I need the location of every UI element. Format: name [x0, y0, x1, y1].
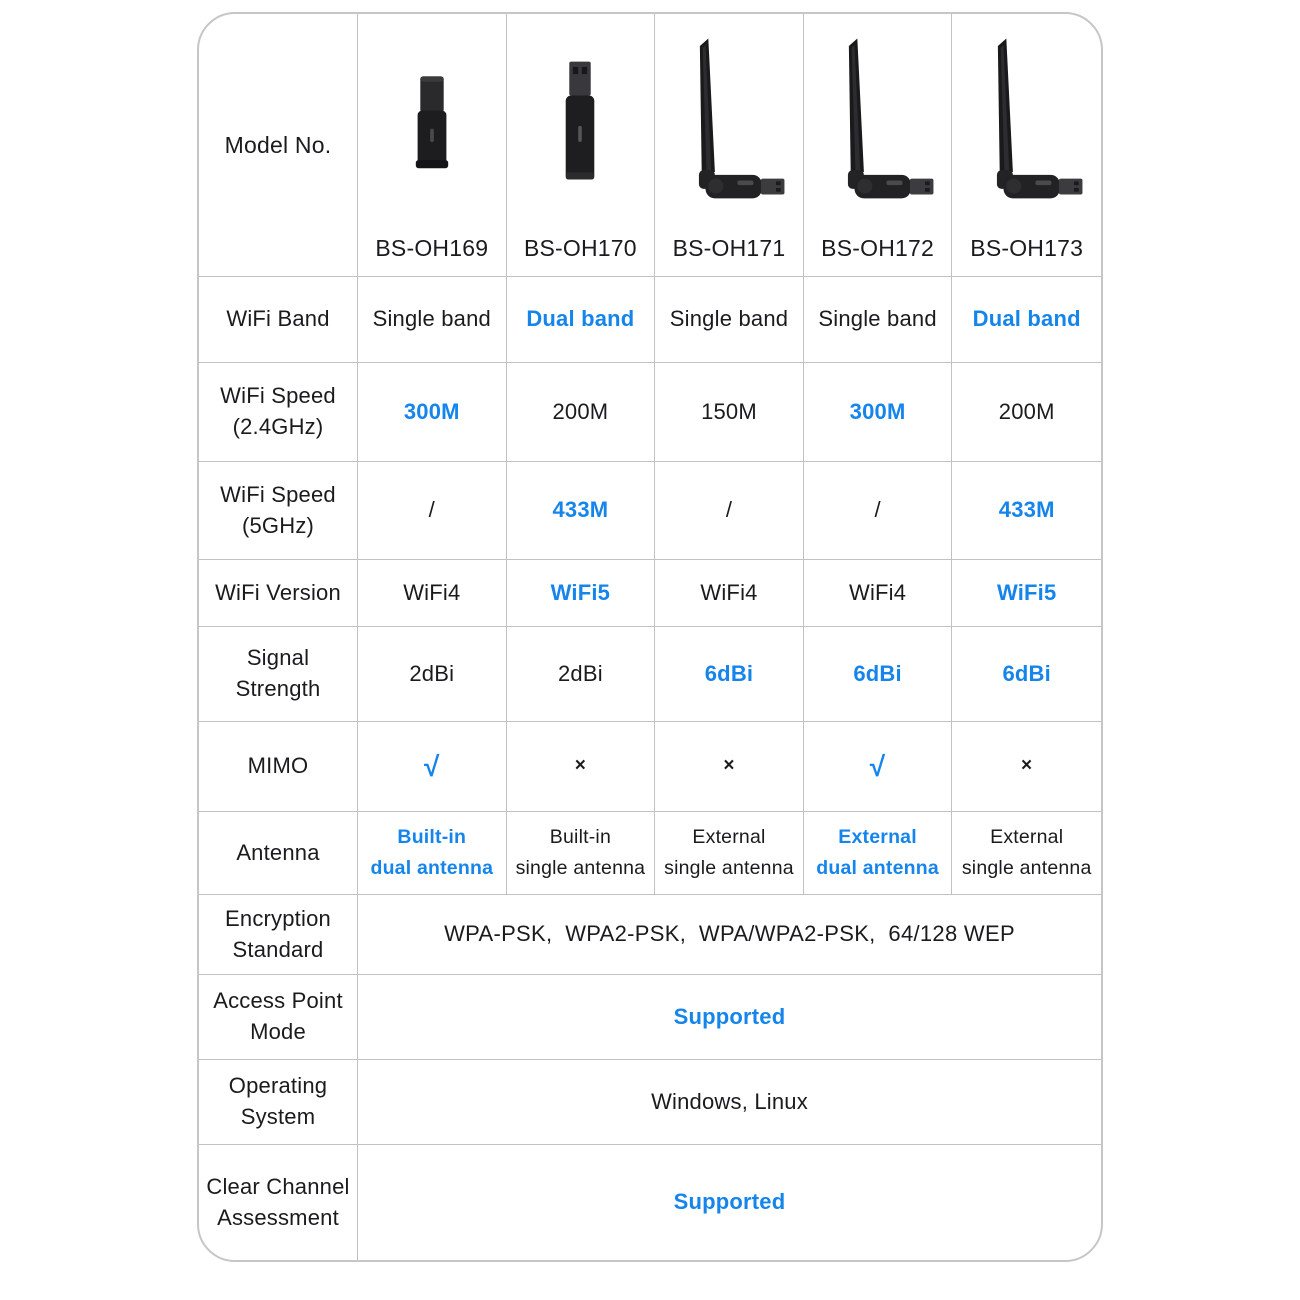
- model-name: BS-OH171: [672, 235, 786, 261]
- antenna-bs-oh170: Built-in single antenna: [506, 812, 656, 895]
- model-cell-bs-oh169: BS-OH169: [358, 14, 507, 277]
- speed24-bs-oh172: 300M: [803, 363, 953, 462]
- row-label-operating-system: Operating System: [199, 1060, 358, 1145]
- version-bs-oh170: WiFi5: [506, 560, 656, 627]
- operating-system-value: Windows, Linux: [358, 1060, 1101, 1145]
- model-name: BS-OH169: [375, 235, 489, 261]
- row-label-signal-strength: Signal Strength: [199, 627, 358, 722]
- product-image-antenna-adapter: [655, 14, 803, 235]
- wifi-band-bs-oh173: Dual band: [952, 277, 1101, 363]
- x-mark: ×: [1021, 755, 1033, 777]
- version-bs-oh169: WiFi4: [358, 560, 507, 627]
- mimo-bs-oh172: √: [803, 722, 953, 812]
- version-bs-oh171: WiFi4: [655, 560, 804, 627]
- wifi-band-bs-oh172: Single band: [803, 277, 953, 363]
- speed24-bs-oh173: 200M: [952, 363, 1101, 462]
- model-cell-bs-oh172: BS-OH172: [803, 14, 953, 277]
- signal-bs-oh172: 6dBi: [803, 627, 953, 722]
- encryption-standard-value: WPA-PSK, WPA2-PSK, WPA/WPA2-PSK, 64/128 …: [358, 895, 1101, 975]
- speed5-bs-oh170: 433M: [506, 462, 656, 560]
- check-mark: √: [424, 750, 440, 782]
- row-label-wifi-speed-5ghz: WiFi Speed (5GHz): [199, 462, 358, 560]
- signal-bs-oh171: 6dBi: [655, 627, 804, 722]
- row-label-wifi-band: WiFi Band: [199, 277, 358, 363]
- speed5-bs-oh172: /: [803, 462, 953, 560]
- access-point-mode-value: Supported: [358, 975, 1101, 1060]
- model-name: BS-OH173: [970, 235, 1084, 261]
- antenna-bs-oh172: External dual antenna: [803, 812, 953, 895]
- x-mark: ×: [574, 755, 587, 777]
- row-label-model-no: Model No.: [199, 14, 358, 277]
- usb-dongle-graphic: [566, 61, 595, 179]
- signal-bs-oh170: 2dBi: [506, 627, 656, 722]
- version-bs-oh172: WiFi4: [803, 560, 953, 627]
- row-label-mimo: MIMO: [199, 722, 358, 812]
- row-label-clear-channel-assessment: Clear Channel Assessment: [199, 1145, 358, 1260]
- antenna-bs-oh173: External single antenna: [952, 812, 1101, 895]
- x-mark: ×: [723, 755, 735, 777]
- clear-channel-assessment-value: Supported: [673, 1189, 786, 1215]
- speed5-bs-oh173: 433M: [952, 462, 1101, 560]
- speed24-bs-oh169: 300M: [358, 363, 507, 462]
- row-label-wifi-speed-24ghz: WiFi Speed (2.4GHz): [199, 363, 358, 462]
- product-image-antenna-adapter: [804, 14, 952, 235]
- row-label-access-point-mode: Access Point Mode: [199, 975, 358, 1060]
- speed5-bs-oh169: /: [358, 462, 507, 560]
- antenna-adapter-graphic: [698, 38, 785, 198]
- signal-bs-oh173: 6dBi: [952, 627, 1101, 722]
- wifi-adapter-spec-table: Model No. BS-OH169: [197, 12, 1103, 1262]
- model-cell-bs-oh171: BS-OH171: [655, 14, 804, 277]
- speed24-bs-oh171: 150M: [655, 363, 804, 462]
- product-image-usb-dongle: [507, 14, 655, 235]
- antenna-bs-oh169: Built-in dual antenna: [358, 812, 507, 895]
- speed5-bs-oh171: /: [655, 462, 804, 560]
- row-label-antenna: Antenna: [199, 812, 358, 895]
- antenna-bs-oh171: External single antenna: [655, 812, 804, 895]
- mimo-bs-oh173: ×: [952, 722, 1101, 812]
- mimo-bs-oh170: ×: [506, 722, 656, 812]
- wifi-band-bs-oh171: Single band: [655, 277, 804, 363]
- model-cell-bs-oh173: BS-OH173: [952, 14, 1101, 277]
- model-name: BS-OH172: [821, 235, 934, 261]
- model-name: BS-OH170: [523, 235, 637, 261]
- wifi-band-bs-oh170: Dual band: [506, 277, 656, 363]
- product-image-antenna-adapter: [952, 14, 1101, 235]
- mimo-bs-oh169: √: [358, 722, 507, 812]
- row-label-wifi-version: WiFi Version: [199, 560, 358, 627]
- wifi-band-bs-oh169: Single band: [358, 277, 507, 363]
- row-label-encryption-standard: Encryption Standard: [199, 895, 358, 975]
- antenna-adapter-graphic: [996, 38, 1083, 198]
- speed24-bs-oh170: 200M: [506, 363, 656, 462]
- product-image-usb-mini-dongle: [358, 14, 506, 235]
- version-bs-oh173: WiFi5: [952, 560, 1101, 627]
- antenna-adapter-graphic: [847, 38, 934, 198]
- signal-bs-oh169: 2dBi: [358, 627, 507, 722]
- model-no-label: Model No.: [224, 131, 332, 158]
- usb-mini-dongle-graphic: [415, 75, 448, 168]
- check-mark: √: [869, 750, 886, 782]
- model-cell-bs-oh170: BS-OH170: [506, 14, 656, 277]
- mimo-bs-oh171: ×: [655, 722, 804, 812]
